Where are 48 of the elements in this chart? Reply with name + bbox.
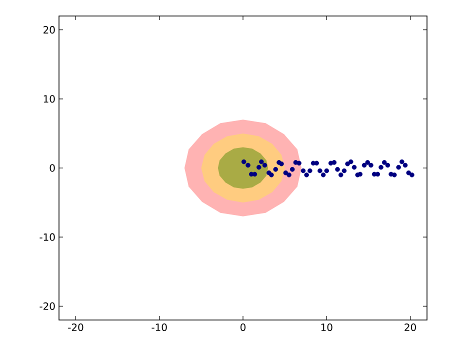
point bbox=[396, 164, 401, 170]
point bbox=[256, 164, 262, 170]
point bbox=[324, 168, 330, 174]
x-tick-label: 0 bbox=[240, 324, 246, 332]
point bbox=[283, 170, 288, 176]
point bbox=[320, 172, 326, 178]
point bbox=[410, 172, 414, 178]
y-tick-label: 20 bbox=[44, 26, 55, 34]
point bbox=[352, 164, 357, 170]
point bbox=[314, 160, 319, 166]
point bbox=[402, 162, 408, 168]
point bbox=[365, 160, 370, 165]
point bbox=[342, 168, 347, 174]
point bbox=[269, 172, 274, 178]
point bbox=[400, 159, 404, 164]
y-tick-label: -10 bbox=[40, 233, 55, 241]
point bbox=[332, 160, 337, 165]
point bbox=[335, 166, 340, 172]
x-tick-label: -20 bbox=[68, 324, 84, 332]
point bbox=[300, 168, 306, 174]
x-tick-label: 10 bbox=[321, 324, 332, 332]
point bbox=[279, 161, 284, 166]
point bbox=[259, 159, 264, 164]
point bbox=[273, 166, 278, 172]
point bbox=[318, 168, 322, 174]
point bbox=[296, 160, 302, 166]
point bbox=[382, 160, 387, 165]
point bbox=[358, 172, 362, 177]
x-tick-label: 20 bbox=[404, 324, 416, 332]
point bbox=[308, 168, 312, 174]
point bbox=[241, 159, 246, 164]
point bbox=[262, 162, 268, 168]
point bbox=[348, 159, 354, 164]
point bbox=[246, 162, 250, 168]
point bbox=[286, 172, 292, 178]
point bbox=[375, 172, 380, 177]
point bbox=[392, 172, 397, 178]
point bbox=[368, 162, 374, 168]
point bbox=[290, 166, 295, 172]
x-tick-label: -10 bbox=[152, 324, 167, 332]
point bbox=[378, 164, 384, 170]
y-tick-label: 10 bbox=[44, 95, 55, 103]
point bbox=[362, 162, 367, 168]
y-tick-label: 0 bbox=[50, 164, 55, 172]
point bbox=[304, 172, 309, 178]
y-tick-label: -20 bbox=[40, 302, 55, 310]
point bbox=[338, 172, 344, 178]
point bbox=[385, 162, 390, 168]
